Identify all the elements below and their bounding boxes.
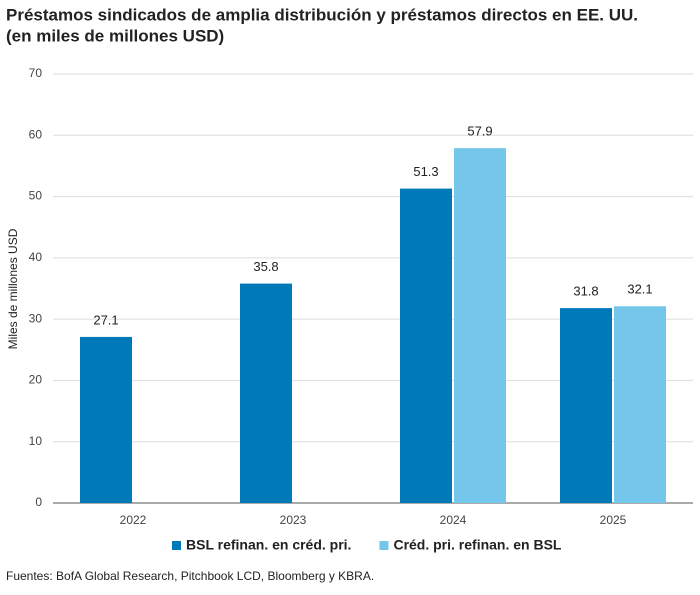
bar: [400, 188, 452, 503]
y-tick-label: 20: [29, 373, 43, 387]
source-note: Fuentes: BofA Global Research, Pitchbook…: [6, 569, 374, 583]
legend-swatch: [172, 541, 181, 550]
bar: [80, 336, 132, 503]
x-tick-label: 2022: [120, 513, 147, 527]
bar: [240, 283, 292, 503]
x-tick-label: 2024: [440, 513, 467, 527]
chart-subtitle: (en miles de millones USD): [6, 26, 224, 45]
y-tick-label: 10: [29, 434, 43, 448]
x-tick-label: 2025: [600, 513, 627, 527]
y-tick-label: 60: [29, 127, 43, 141]
x-tick-label: 2023: [280, 513, 307, 527]
y-tick-label: 0: [35, 495, 42, 509]
value-label: 32.1: [627, 282, 652, 297]
bar: [560, 308, 612, 503]
y-tick-label: 30: [29, 311, 43, 325]
legend-label: BSL refinan. en créd. pri.: [186, 537, 351, 553]
value-label: 31.8: [573, 284, 598, 299]
value-label: 51.3: [413, 164, 438, 179]
bar: [454, 148, 506, 504]
chart-title: Préstamos sindicados de amplia distribuc…: [6, 5, 638, 24]
legend-label: Créd. pri. refinan. en BSL: [393, 537, 561, 553]
value-label: 35.8: [253, 259, 278, 274]
y-tick-label: 70: [29, 66, 43, 80]
y-axis-label: Miles de millones USD: [6, 228, 20, 349]
y-tick-label: 50: [29, 189, 43, 203]
legend-swatch: [379, 541, 389, 550]
value-label: 57.9: [467, 124, 492, 139]
value-label: 27.1: [93, 312, 118, 327]
y-tick-label: 40: [29, 250, 43, 264]
bar: [614, 306, 666, 503]
